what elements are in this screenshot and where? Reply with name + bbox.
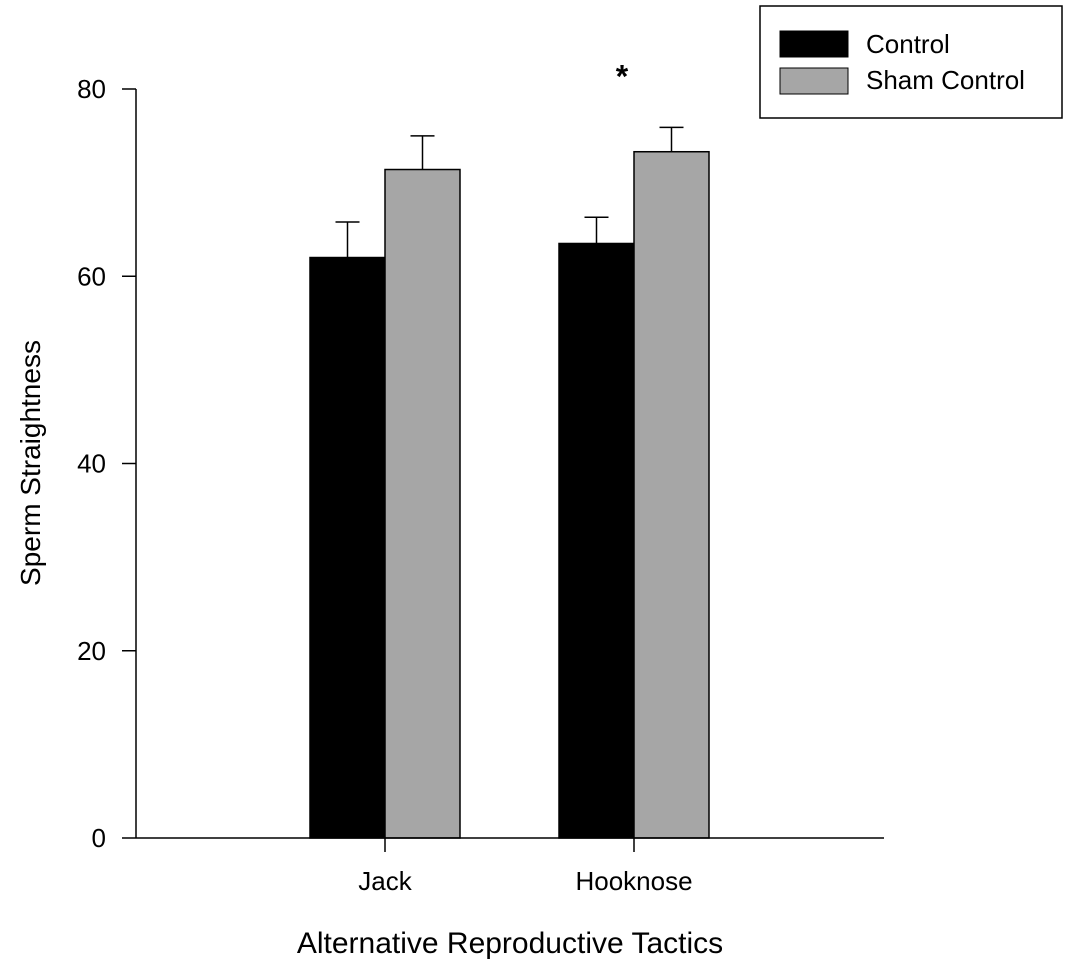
y-tick-label: 60: [77, 261, 106, 291]
y-axis-label: Sperm Straightness: [15, 340, 46, 586]
legend-label-control: Control: [866, 29, 950, 59]
bar-hooknose-sham-control: [633, 150, 710, 839]
annotations-group: *: [616, 58, 629, 94]
x-axis-label: Alternative Reproductive Tactics: [297, 927, 723, 960]
y-tick-label: 40: [77, 449, 106, 479]
legend-swatch-sham-control: [779, 67, 849, 95]
bar-jack-control: [309, 256, 386, 839]
legend-label-sham-control: Sham Control: [866, 65, 1025, 95]
x-tick-label-hooknose: Hooknose: [575, 866, 692, 896]
y-ticks-group: 0 20 40 60 80: [77, 74, 136, 853]
y-tick-label: 20: [77, 636, 106, 666]
bars-group: [309, 150, 710, 839]
x-tick-label-jack: Jack: [358, 866, 412, 896]
legend-box: [759, 5, 1063, 119]
y-tick-label: 0: [92, 823, 106, 853]
y-tick-label: 80: [77, 74, 106, 104]
error-bars-group: [335, 126, 684, 258]
x-ticks-group: Jack Hooknose: [358, 838, 693, 896]
bar-jack-sham-control: [384, 168, 461, 839]
legend: Control Sham Control: [759, 5, 1063, 119]
legend-swatch-control: [779, 30, 849, 58]
bar-hooknose-control: [558, 242, 635, 839]
significance-marker: *: [616, 58, 629, 94]
